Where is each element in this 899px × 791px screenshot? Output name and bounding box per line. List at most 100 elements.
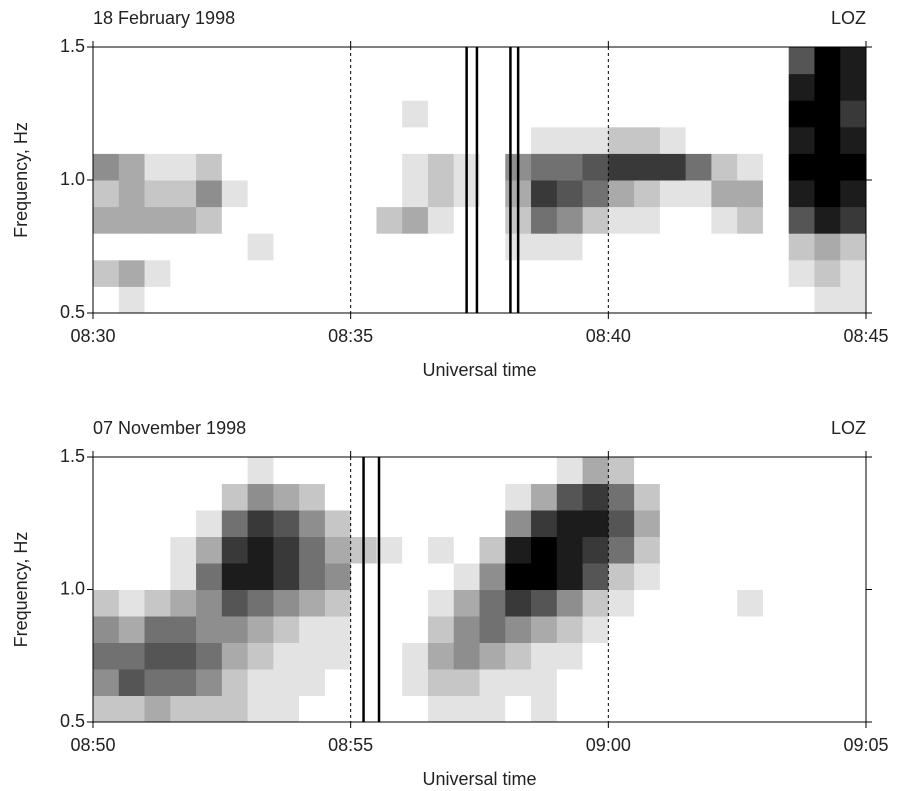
heat-cell: [247, 47, 274, 75]
heat-cell: [376, 153, 403, 181]
heat-cell: [170, 642, 197, 670]
heat-cell: [840, 153, 867, 181]
heat-cell: [608, 100, 635, 128]
heat-cell: [737, 259, 764, 287]
heat-cell: [324, 669, 352, 696]
heat-cell: [479, 695, 506, 723]
heat-cell: [762, 73, 790, 101]
heat-cell: [711, 153, 738, 181]
heat-cell: [324, 510, 352, 537]
heat-cell: [531, 589, 558, 617]
heat-cell: [659, 286, 687, 314]
heat-cell: [788, 206, 815, 234]
heat-cell: [685, 536, 712, 564]
heat-cell: [788, 536, 815, 564]
heat-cell: [634, 126, 661, 154]
heat-cell: [453, 669, 480, 696]
heat-cell: [814, 695, 841, 723]
heat-cell: [711, 616, 738, 643]
heat-cell: [608, 536, 635, 564]
heat-cell: [350, 126, 377, 154]
heat-cell: [582, 457, 609, 484]
heat-cell: [247, 126, 274, 154]
heat-cell: [324, 616, 352, 643]
heat-cell: [814, 457, 841, 484]
heat-cell: [840, 483, 867, 511]
heat-cell: [427, 180, 455, 208]
heat-cell: [299, 457, 326, 484]
heat-cell: [479, 669, 506, 696]
heat-cell: [479, 510, 506, 537]
heat-cell: [221, 642, 249, 670]
panel: 08:30 08:35 08:40 08:45 0.5 1.0 1.5 18 February…: [11, 8, 889, 380]
heat-cell: [196, 669, 223, 696]
heat-cell: [608, 180, 635, 208]
heat-cell: [402, 669, 429, 696]
heat-cell: [840, 642, 867, 670]
heat-cell: [427, 483, 455, 511]
heat-cell: [711, 536, 738, 564]
heat-cell: [582, 126, 609, 154]
heat-cell: [479, 73, 506, 101]
heat-cell: [118, 233, 146, 261]
heat-cell: [608, 616, 635, 643]
heat-cell: [840, 536, 867, 564]
heat-cell: [273, 153, 300, 181]
heat-cell: [685, 483, 712, 511]
heat-cell: [685, 286, 712, 314]
heat-cell: [634, 180, 661, 208]
heat-cell: [196, 233, 223, 261]
heat-cell: [324, 100, 352, 128]
heat-cell: [170, 695, 197, 723]
heat-cell: [350, 206, 377, 234]
heat-cell: [659, 536, 687, 564]
heat-cell: [608, 286, 635, 314]
heat-cell: [685, 589, 712, 617]
heat-cell: [324, 73, 352, 101]
heat-cell: [711, 642, 738, 670]
heat-cell: [118, 126, 146, 154]
heat-cell: [840, 563, 867, 590]
heat-cell: [788, 563, 815, 590]
heat-cell: [427, 126, 455, 154]
heat-cell: [711, 286, 738, 314]
heat-cell: [634, 259, 661, 287]
heat-cell: [221, 669, 249, 696]
heat-cell: [634, 563, 661, 590]
heat-cell: [711, 695, 738, 723]
heat-cell: [144, 616, 171, 643]
chart-title: 18 February 1998: [93, 8, 235, 28]
heat-cell: [531, 259, 558, 287]
heat-cell: [221, 180, 249, 208]
heat-cell: [556, 536, 584, 564]
heat-cell: [556, 73, 584, 101]
heat-cell: [273, 457, 300, 484]
heat-cell: [685, 47, 712, 75]
heat-cell: [93, 286, 120, 314]
x-tick-label: 08:30: [70, 326, 115, 346]
heat-cell: [608, 669, 635, 696]
heat-cell: [479, 233, 506, 261]
heat-cell: [273, 73, 300, 101]
heat-cell: [762, 669, 790, 696]
heat-cell: [634, 510, 661, 537]
heat-cell: [376, 695, 403, 723]
heat-cell: [118, 153, 146, 181]
heat-cell: [170, 47, 197, 75]
heat-cell: [608, 457, 635, 484]
heat-cell: [608, 206, 635, 234]
heat-cell: [350, 153, 377, 181]
heat-cell: [376, 483, 403, 511]
heat-cell: [659, 153, 687, 181]
heat-cell: [196, 286, 223, 314]
heat-cell: [659, 100, 687, 128]
heat-cell: [582, 642, 609, 670]
heat-cell: [788, 695, 815, 723]
heat-cell: [273, 589, 300, 617]
heat-cell: [840, 286, 867, 314]
heat-cell: [453, 510, 480, 537]
heat-cell: [711, 669, 738, 696]
heat-cell: [608, 642, 635, 670]
heat-cell: [711, 206, 738, 234]
heat-cell: [196, 563, 223, 590]
